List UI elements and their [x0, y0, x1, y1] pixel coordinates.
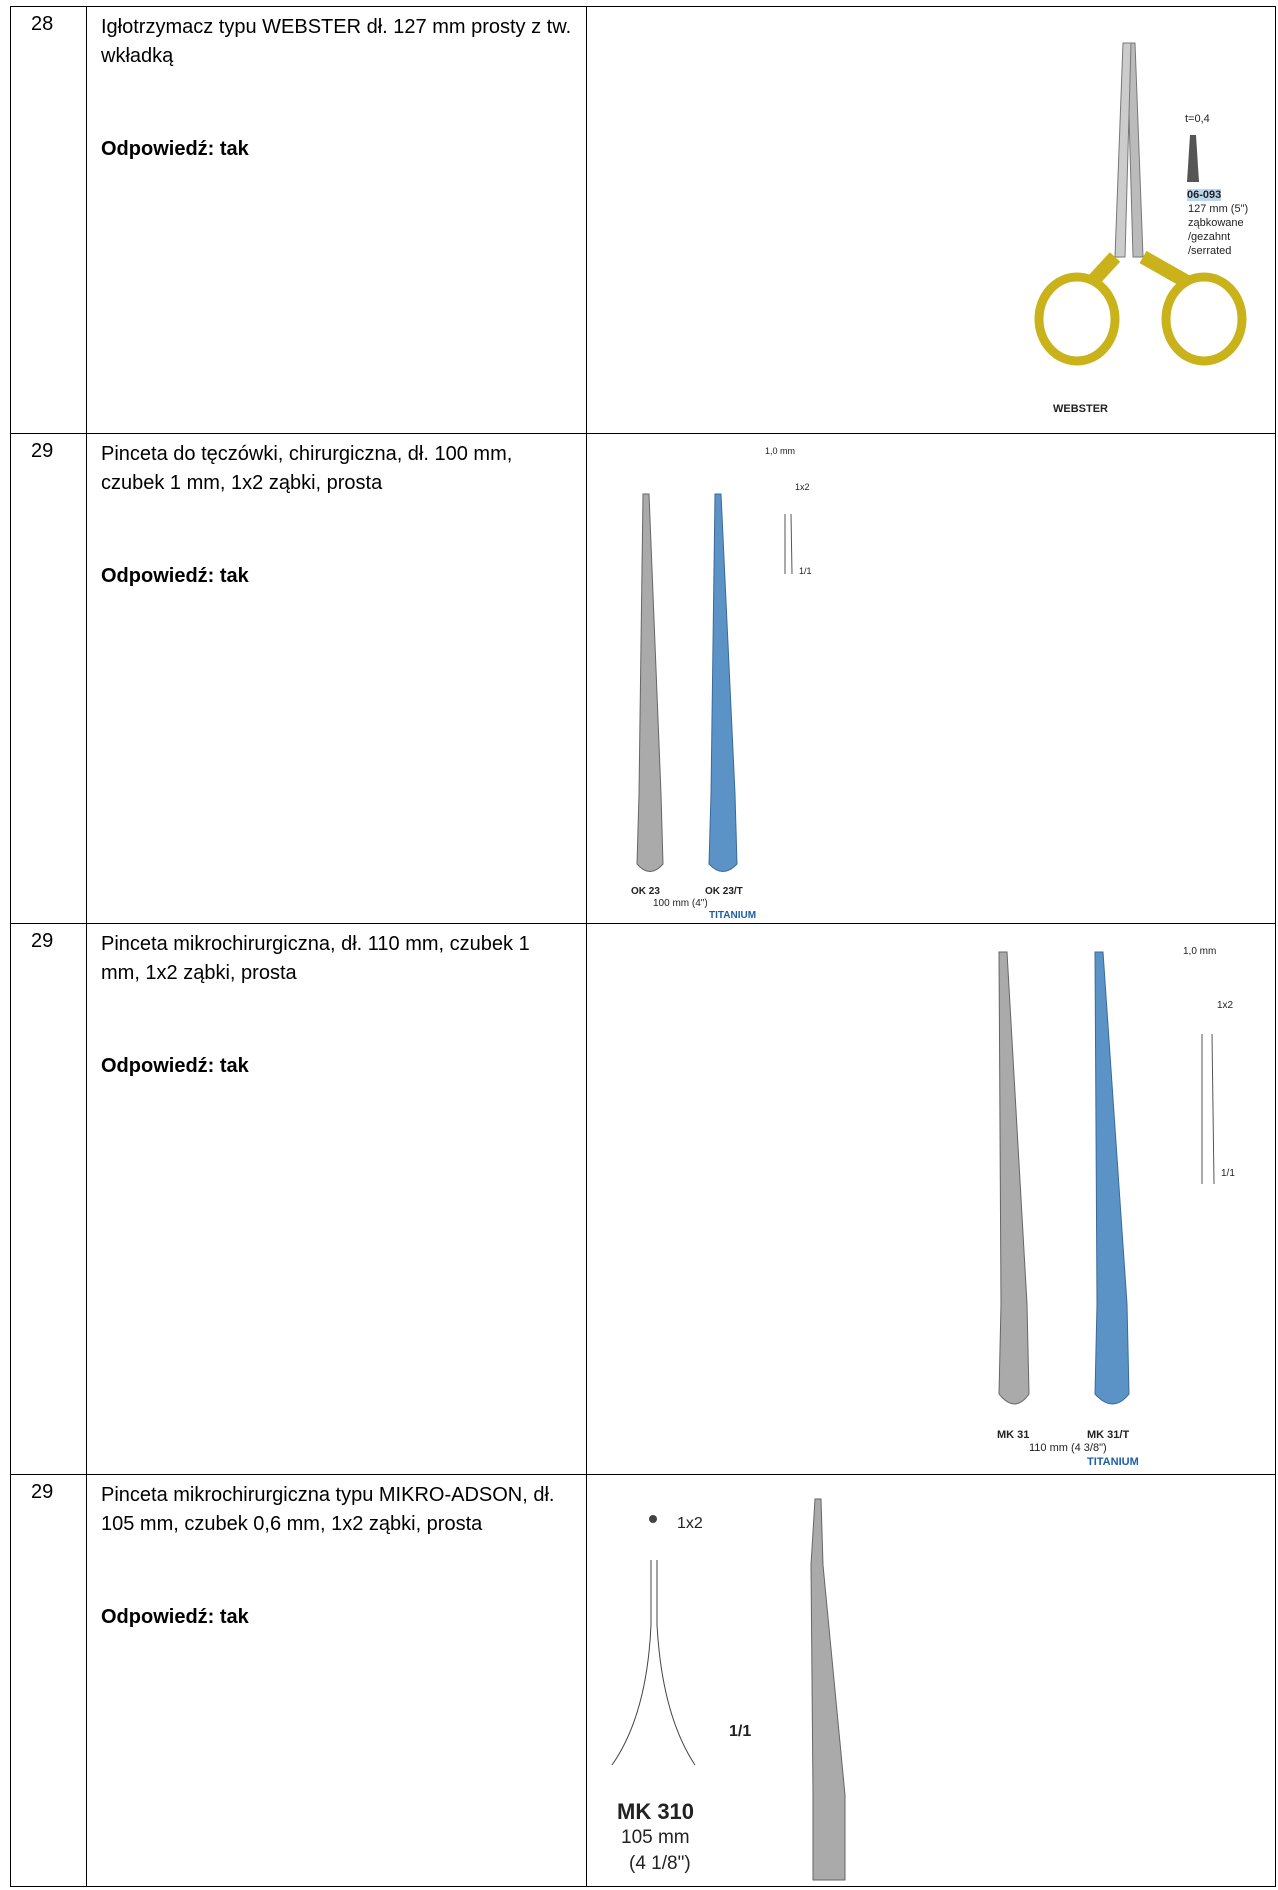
description: Pinceta mikrochirurgiczna, dł. 110 mm, c…: [101, 933, 530, 984]
image-label: 1/1: [729, 1723, 752, 1740]
image-label: 1x2: [677, 1515, 703, 1532]
image-label: 105 mm: [621, 1827, 690, 1848]
image-label: (4 1/8"): [629, 1853, 691, 1874]
image-label: OK 23: [631, 886, 660, 897]
image-cell: 1,0 mm 1x2 1/1 MK 31 MK 31/T 110 mm (4 3…: [586, 923, 1276, 1475]
row: 28 Igłotrzymacz typu WEBSTER dł. 127 mm …: [10, 6, 1276, 434]
image-label: 1x2: [1217, 1000, 1234, 1011]
answer: Odpowiedź: tak: [101, 1055, 249, 1077]
instrument-table: 28 Igłotrzymacz typu WEBSTER dł. 127 mm …: [10, 6, 1276, 1887]
row: 29 Pinceta mikrochirurgiczna, dł. 110 mm…: [10, 923, 1276, 1475]
image-label: 127 mm (5"): [1188, 203, 1249, 215]
image-label: 110 mm (4 3/8"): [1029, 1442, 1107, 1454]
image-label: 1/1: [1221, 1168, 1235, 1179]
answer: Odpowiedź: tak: [101, 1606, 249, 1628]
image-label: /serrated: [1188, 245, 1232, 257]
row-description-cell: Igłotrzymacz typu WEBSTER dł. 127 mm pro…: [86, 6, 587, 434]
image-cell: 1x2 1/1 MK 310 105 mm (4 1/8"): [586, 1474, 1276, 1887]
row-number: 29: [10, 433, 87, 924]
image-label: MK 31: [997, 1429, 1030, 1441]
row-description-cell: Pinceta mikrochirurgiczna, dł. 110 mm, c…: [86, 923, 587, 1475]
row-number: 29: [10, 1474, 87, 1887]
image-label: WEBSTER: [1053, 403, 1108, 415]
image-label: TITANIUM: [709, 910, 757, 921]
answer: Odpowiedź: tak: [101, 565, 249, 587]
description: Igłotrzymacz typu WEBSTER dł. 127 mm pro…: [101, 16, 572, 67]
row: 29 Pinceta mikrochirurgiczna typu MIKRO-…: [10, 1474, 1276, 1887]
image-label: t=0,4: [1185, 113, 1210, 125]
image-label: /gezahnt: [1188, 231, 1231, 243]
image-label: ząbkowane: [1188, 217, 1244, 229]
row-number: 29: [10, 923, 87, 1475]
image-label: 1,0 mm: [1183, 946, 1217, 957]
image-label: TITANIUM: [1087, 1456, 1139, 1468]
image-label: OK 23/T: [705, 886, 743, 897]
image-label: 1x2: [795, 482, 810, 492]
row-description-cell: Pinceta mikrochirurgiczna typu MIKRO-ADS…: [86, 1474, 587, 1887]
row-description-cell: Pinceta do tęczówki, chirurgiczna, dł. 1…: [86, 433, 587, 924]
image-label: 06-093: [1187, 189, 1222, 201]
image-cell: t=0,4 06-093 127 mm (5") ząbkowane /geza…: [586, 6, 1276, 434]
image-label: 1,0 mm: [765, 446, 796, 456]
answer: Odpowiedź: tak: [101, 138, 249, 160]
needle-holder-image: [1034, 42, 1247, 366]
image-cell: 1,0 mm 1x2 1/1 OK 23 OK 23/T 100 mm (4")…: [586, 433, 1276, 924]
image-label: MK 31/T: [1087, 1429, 1130, 1441]
image-label: MK 310: [617, 1799, 695, 1824]
image-label: 1/1: [799, 566, 812, 576]
row-number: 28: [10, 6, 87, 434]
description: Pinceta mikrochirurgiczna typu MIKRO-ADS…: [101, 1484, 555, 1535]
image-label: 100 mm (4"): [653, 898, 708, 909]
description: Pinceta do tęczówki, chirurgiczna, dł. 1…: [101, 443, 513, 494]
row: 29 Pinceta do tęczówki, chirurgiczna, dł…: [10, 433, 1276, 924]
forceps-image: [636, 493, 793, 872]
forceps-image: [998, 951, 1215, 1405]
forceps-image: [611, 1498, 846, 1881]
